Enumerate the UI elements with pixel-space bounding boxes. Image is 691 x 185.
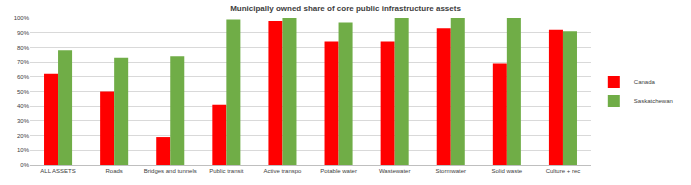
- svg-text:40%: 40%: [17, 103, 30, 109]
- svg-text:50%: 50%: [17, 89, 30, 95]
- svg-text:30%: 30%: [17, 118, 30, 124]
- svg-text:Roads: Roads: [105, 168, 122, 174]
- svg-text:Potable water: Potable water: [320, 168, 357, 174]
- svg-text:Wastewater: Wastewater: [379, 168, 410, 174]
- svg-text:Saskatchewan: Saskatchewan: [634, 98, 673, 104]
- svg-text:80%: 80%: [17, 45, 30, 51]
- svg-text:Stormwater: Stormwater: [435, 168, 466, 174]
- svg-text:Public transit: Public transit: [209, 168, 244, 174]
- svg-text:90%: 90%: [17, 30, 30, 36]
- svg-text:Solid waste: Solid waste: [492, 168, 523, 174]
- svg-text:Bridges and tunnels: Bridges and tunnels: [144, 168, 197, 174]
- svg-text:0%: 0%: [20, 162, 29, 168]
- svg-text:Culture + rec: Culture + rec: [546, 168, 581, 174]
- svg-text:100%: 100%: [14, 15, 30, 21]
- svg-text:70%: 70%: [17, 59, 30, 65]
- svg-text:10%: 10%: [17, 147, 30, 153]
- svg-text:ALL ASSETS: ALL ASSETS: [40, 168, 75, 174]
- svg-text:Municipally owned share of cor: Municipally owned share of core public i…: [230, 4, 461, 13]
- svg-text:Canada: Canada: [634, 79, 656, 85]
- svg-text:20%: 20%: [17, 133, 30, 139]
- svg-text:60%: 60%: [17, 74, 30, 80]
- svg-text:Active transpo: Active transpo: [263, 168, 302, 174]
